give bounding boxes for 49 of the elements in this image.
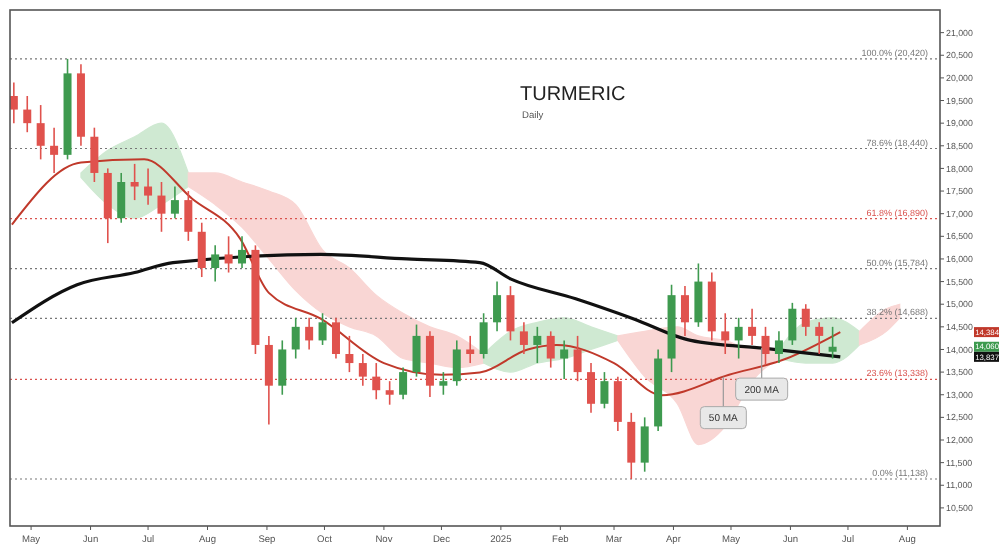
candlestick [828, 326, 837, 360]
candlestick [278, 339, 287, 396]
candlestick [50, 126, 59, 174]
candlestick [761, 326, 770, 366]
candlestick [385, 380, 394, 406]
candlestick [224, 235, 233, 274]
candlestick [144, 167, 153, 206]
candlestick [815, 321, 824, 355]
candlestick [788, 302, 797, 346]
candlestick [774, 330, 783, 364]
candlestick [600, 371, 609, 410]
candlestick [640, 416, 649, 473]
candlestick [748, 307, 757, 346]
candlestick [466, 335, 475, 364]
candlestick [694, 262, 703, 328]
candlestick [452, 339, 461, 387]
candlestick [197, 221, 206, 278]
candlestick [399, 366, 408, 401]
candlestick [439, 371, 448, 396]
candlestick [506, 285, 515, 342]
candlestick [318, 312, 327, 346]
candlestick [130, 163, 139, 201]
line-series [10, 252, 842, 359]
candlestick [560, 339, 569, 380]
candlestick [627, 412, 636, 480]
candlestick [211, 244, 220, 283]
candlestick [10, 81, 18, 124]
candlestick [680, 285, 689, 337]
candlestick [412, 323, 421, 378]
candlestick [170, 185, 179, 220]
candlestick [519, 321, 528, 355]
candlestick [36, 104, 45, 161]
candlestick [533, 326, 542, 364]
candlestick [23, 95, 32, 134]
candlestick [801, 303, 810, 337]
candlestick [238, 235, 247, 269]
candlestick [90, 126, 99, 183]
candlestick [291, 316, 300, 360]
candlestick [345, 335, 354, 373]
candlestick [546, 330, 555, 369]
candlestick [331, 316, 340, 360]
candlestick [721, 312, 730, 355]
text: TURMERIC [520, 84, 626, 106]
candlestick [117, 172, 126, 224]
candlestick [493, 280, 502, 333]
candlestick [479, 312, 488, 360]
line-series [10, 158, 842, 397]
candlestick [734, 316, 743, 360]
candlestick [305, 316, 314, 351]
